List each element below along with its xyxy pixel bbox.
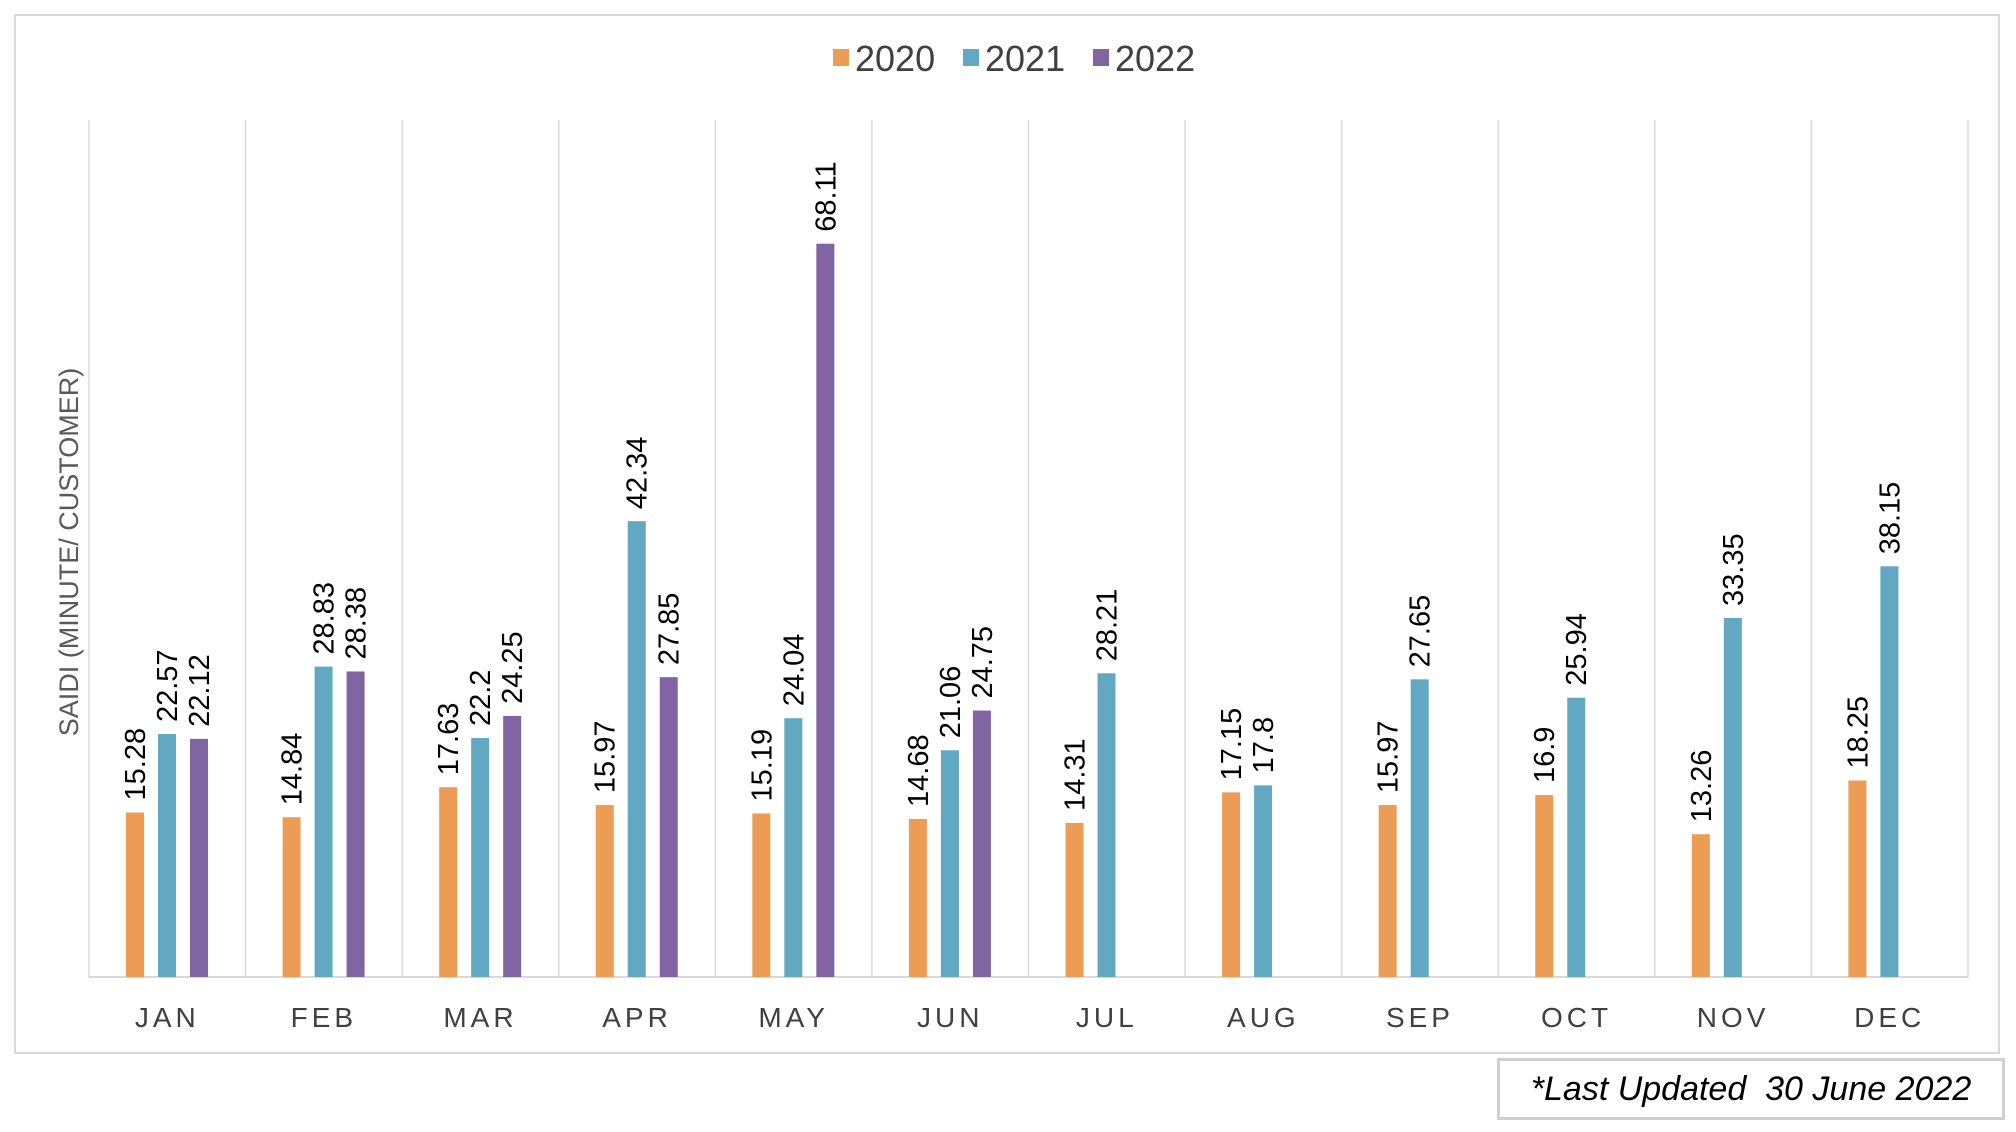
data-label-2020-aug: 17.15: [1216, 708, 1248, 781]
bar-2021-jul: [1097, 673, 1116, 977]
bar-2020-jun: [908, 818, 927, 977]
bar-2022-apr: [659, 677, 678, 977]
bar-2022-mar: [503, 715, 522, 977]
x-tick-nov: NOV: [1697, 1002, 1770, 1033]
bar-2021-oct: [1567, 697, 1586, 977]
data-label-2020-mar: 17.63: [433, 703, 465, 776]
bar-2020-apr: [595, 805, 614, 977]
data-label-2020-oct: 16.9: [1529, 727, 1561, 783]
data-label-2021-feb: 28.83: [309, 582, 341, 655]
bar-2020-nov: [1691, 834, 1710, 977]
bar-2020-mar: [439, 787, 458, 977]
legend-swatch-2021: [963, 49, 979, 66]
x-tick-mar: MAR: [443, 1002, 517, 1033]
category-gridlines: [88, 120, 1969, 978]
bar-2020-feb: [282, 817, 301, 977]
data-label-2022-jun: 24.75: [967, 626, 999, 699]
bar-2022-jun: [972, 710, 991, 977]
x-axis-tick-labels: JAN FEB MAR APR MAY JUN JUL AUG SEP OCT NOV DEC: [135, 1002, 1925, 1033]
bar-2020-jul: [1065, 822, 1084, 977]
data-label-2022-apr: 27.85: [654, 593, 686, 666]
last-updated-text: *Last Updated 30 June 2022: [1530, 1069, 1972, 1108]
bar-2021-nov: [1723, 617, 1742, 977]
data-label-2021-aug: 17.8: [1248, 717, 1280, 773]
chart-frame: [14, 14, 2000, 1054]
data-label-2020-dec: 18.25: [1842, 696, 1874, 769]
x-tick-feb: FEB: [291, 1002, 357, 1033]
data-label-2021-nov: 33.35: [1718, 533, 1750, 606]
x-tick-may: MAY: [758, 1002, 829, 1033]
legend: 2020 2021 2022: [833, 38, 1195, 79]
data-label-2021-oct: 25.94: [1561, 613, 1593, 686]
bar-2021-feb: [314, 666, 333, 977]
data-label-2020-nov: 13.26: [1686, 750, 1718, 823]
bars: [126, 243, 1899, 978]
data-label-2020-feb: 14.84: [277, 733, 309, 806]
bar-2021-may: [784, 718, 803, 977]
x-tick-dec: DEC: [1854, 1002, 1925, 1033]
bar-2020-dec: [1848, 780, 1867, 977]
data-label-2020-apr: 15.97: [590, 720, 622, 793]
data-label-2022-feb: 28.38: [341, 587, 373, 660]
x-tick-jan: JAN: [135, 1002, 200, 1033]
bar-2021-aug: [1254, 785, 1273, 977]
bar-2020-oct: [1535, 795, 1554, 977]
data-label-2020-jun: 14.68: [903, 734, 935, 807]
data-label-2022-may: 68.11: [810, 161, 842, 231]
bar-2020-may: [752, 813, 771, 977]
legend-label-2022: 2022: [1115, 38, 1195, 79]
legend-label-2020: 2020: [855, 38, 935, 79]
data-label-2021-jul: 28.21: [1092, 589, 1124, 662]
legend-label-2021: 2021: [985, 38, 1065, 79]
bar-2020-jan: [126, 812, 144, 977]
x-tick-jul: JUL: [1076, 1002, 1138, 1033]
data-label-2021-may: 24.04: [778, 634, 810, 707]
legend-swatch-2022: [1093, 49, 1109, 66]
legend-swatch-2020: [833, 49, 849, 66]
bar-2021-jan: [158, 734, 176, 977]
data-label-2022-jan: 22.12: [184, 654, 216, 727]
bar-2021-apr: [627, 521, 646, 977]
bar-2021-jun: [940, 750, 959, 977]
bar-2022-feb: [346, 671, 365, 977]
data-label-2021-sep: 27.65: [1405, 595, 1437, 668]
last-updated-note: *Last Updated 30 June 2022: [1497, 1058, 2005, 1120]
x-tick-apr: APR: [602, 1002, 672, 1033]
data-label-2022-mar: 24.25: [497, 631, 529, 704]
x-tick-oct: OCT: [1541, 1002, 1612, 1033]
data-label-2020-may: 15.19: [746, 729, 778, 802]
data-label-2021-jan: 22.57: [152, 649, 184, 722]
bar-2020-sep: [1378, 805, 1397, 977]
bar-2021-dec: [1880, 566, 1899, 977]
bar-2022-may: [816, 243, 835, 978]
x-tick-jun: JUN: [917, 1002, 983, 1033]
data-label-2021-jun: 21.06: [935, 666, 967, 739]
bar-2021-sep: [1410, 679, 1429, 977]
data-label-2020-jan: 15.28: [120, 728, 152, 801]
data-label-2021-dec: 38.15: [1874, 482, 1906, 555]
y-axis-title: SAIDI (MINUTE/ CUSTOMER): [54, 368, 84, 737]
x-tick-sep: SEP: [1386, 1002, 1454, 1033]
bar-2022-jan: [190, 738, 208, 977]
data-label-2020-jul: 14.31: [1060, 738, 1092, 811]
bar-2020-aug: [1222, 792, 1241, 977]
x-tick-aug: AUG: [1227, 1002, 1300, 1033]
bar-2021-mar: [471, 737, 490, 977]
data-label-2021-apr: 42.34: [622, 437, 654, 510]
data-label-2021-mar: 22.2: [465, 670, 497, 726]
data-label-2020-sep: 15.97: [1373, 720, 1405, 793]
